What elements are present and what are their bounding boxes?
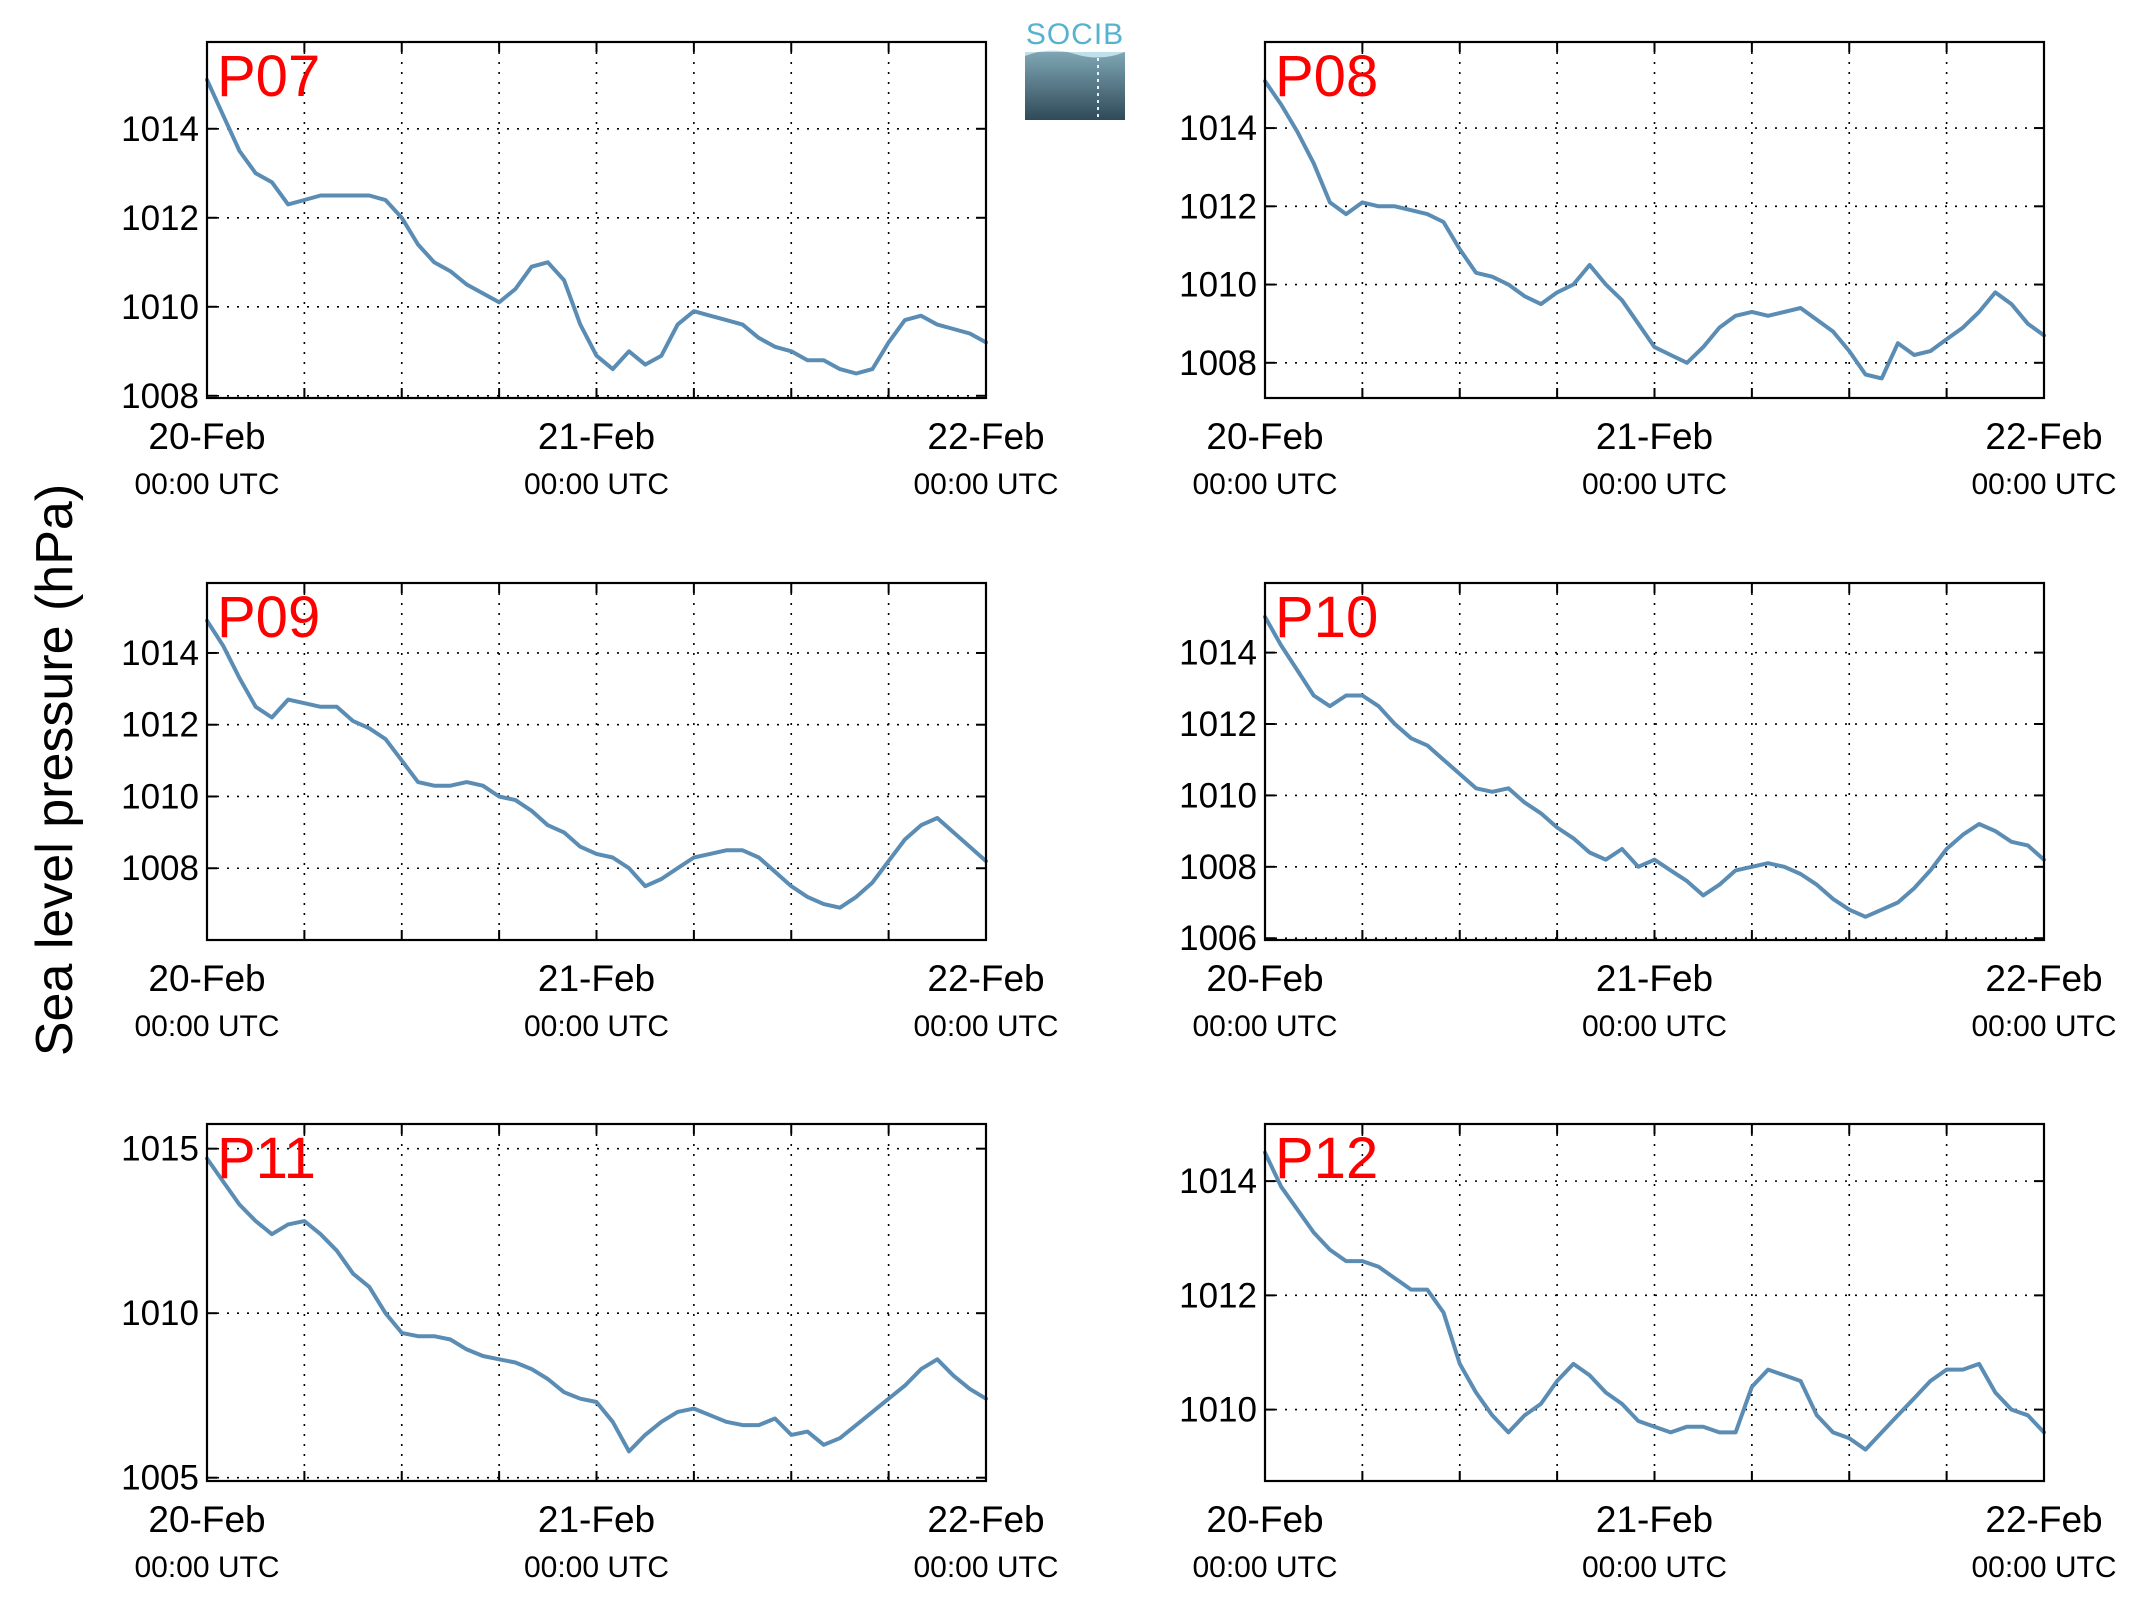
axes-frame	[205, 581, 988, 942]
panels: 1008 1010 1012 1014 20-Feb 00:00 UTC 21-Feb 00:…	[121, 40, 2117, 1584]
y-tick-label: 1014	[121, 634, 199, 673]
y-tick-label: 1014	[1179, 109, 1257, 148]
y-tick-label: 1008	[1179, 848, 1257, 887]
x-tick-date-label: 22-Feb	[1985, 958, 2102, 999]
axes-frame	[205, 1122, 988, 1483]
y-tick-label: 1010	[121, 288, 199, 327]
y-tick-label: 1015	[121, 1130, 199, 1169]
x-tick-date-label: 22-Feb	[927, 416, 1044, 457]
x-tick-date-label: 22-Feb	[927, 958, 1044, 999]
y-tick-label: 1008	[121, 377, 199, 416]
x-tick-time-label: 00:00 UTC	[524, 1551, 669, 1584]
x-tick-date-label: 22-Feb	[1985, 1499, 2102, 1540]
panel-p08: 1008 1010 1012 1014 20-Feb 00:00 UTC 21-Feb 00:…	[1179, 40, 2117, 501]
panel-p10: 1006 1008 1010 1012 1014 20-Feb 00:00 UTC 21-Fe…	[1179, 581, 2117, 1043]
x-tick-time-label: 00:00 UTC	[524, 468, 669, 501]
x-tick-date-label: 21-Feb	[538, 958, 655, 999]
panel-label: P10	[1275, 585, 1378, 650]
panel-label: P09	[217, 585, 320, 650]
x-tick-time-label: 00:00 UTC	[1582, 468, 1727, 501]
y-tick-label: 1012	[1179, 1276, 1257, 1315]
x-tick-time-label: 00:00 UTC	[134, 468, 279, 501]
axes-frame	[205, 40, 988, 400]
x-tick-time-label: 00:00 UTC	[1192, 1551, 1337, 1584]
panel-label: P08	[1275, 44, 1378, 109]
y-tick-label: 1010	[1179, 776, 1257, 815]
panel-p07: 1008 1010 1012 1014 20-Feb 00:00 UTC 21-Feb 00:…	[121, 40, 1059, 501]
y-tick-label: 1005	[121, 1459, 199, 1498]
y-tick-label: 1008	[1179, 344, 1257, 383]
x-tick-time-label: 00:00 UTC	[1971, 1010, 2116, 1043]
y-tick-label: 1010	[121, 777, 199, 816]
y-tick-label: 1014	[1179, 1162, 1257, 1201]
x-tick-time-label: 00:00 UTC	[1582, 1551, 1727, 1584]
pressure-series-line	[205, 618, 988, 910]
x-tick-date-label: 20-Feb	[148, 1499, 265, 1540]
x-tick-date-label: 21-Feb	[538, 1499, 655, 1540]
y-tick-label: 1006	[1179, 919, 1257, 958]
panel-label: P07	[217, 44, 320, 109]
axes-frame	[1263, 581, 2046, 942]
x-tick-date-label: 21-Feb	[1596, 1499, 1713, 1540]
axes-frame	[1263, 40, 2046, 400]
y-tick-label: 1014	[1179, 634, 1257, 673]
pressure-series-line	[205, 77, 988, 376]
x-tick-time-label: 00:00 UTC	[1192, 1010, 1337, 1043]
y-tick-label: 1008	[121, 849, 199, 888]
y-tick-label: 1010	[121, 1294, 199, 1333]
pressure-series-line	[1263, 614, 2046, 919]
x-tick-time-label: 00:00 UTC	[1971, 1551, 2116, 1584]
pressure-series-line	[1263, 1150, 2046, 1452]
y-axis-label: Sea level pressure (hPa)	[26, 484, 84, 1056]
panel-p11: 1005 1010 1015 20-Feb 00:00 UTC 21-Feb 00:00 U…	[121, 1122, 1059, 1584]
socib-logo: SOCIB	[1025, 18, 1125, 120]
y-tick-label: 1012	[121, 199, 199, 238]
x-tick-date-label: 20-Feb	[1206, 416, 1323, 457]
x-tick-time-label: 00:00 UTC	[913, 468, 1058, 501]
panel-label: P12	[1275, 1126, 1378, 1191]
panel-p09: 1008 1010 1012 1014 20-Feb 00:00 UTC 21-Feb 00:…	[121, 581, 1059, 1043]
panel-p12: 1010 1012 1014 20-Feb 00:00 UTC 21-Feb 00:00 U…	[1179, 1122, 2117, 1584]
panel-label: P11	[217, 1126, 316, 1191]
x-tick-date-label: 22-Feb	[1985, 416, 2102, 457]
x-tick-date-label: 21-Feb	[1596, 416, 1713, 457]
x-tick-date-label: 20-Feb	[1206, 958, 1323, 999]
x-tick-time-label: 00:00 UTC	[134, 1010, 279, 1043]
logo-text: SOCIB	[1025, 18, 1125, 51]
y-tick-label: 1012	[1179, 187, 1257, 226]
x-tick-date-label: 20-Feb	[148, 416, 265, 457]
x-tick-date-label: 22-Feb	[927, 1499, 1044, 1540]
y-tick-label: 1010	[1179, 1391, 1257, 1430]
axes-frame	[1263, 1122, 2046, 1483]
x-tick-time-label: 00:00 UTC	[913, 1010, 1058, 1043]
x-tick-time-label: 00:00 UTC	[134, 1551, 279, 1584]
x-tick-time-label: 00:00 UTC	[1582, 1010, 1727, 1043]
y-tick-label: 1010	[1179, 266, 1257, 305]
x-tick-time-label: 00:00 UTC	[524, 1010, 669, 1043]
x-tick-date-label: 21-Feb	[1596, 958, 1713, 999]
x-tick-time-label: 00:00 UTC	[1192, 468, 1337, 501]
x-tick-time-label: 00:00 UTC	[1971, 468, 2116, 501]
x-tick-time-label: 00:00 UTC	[913, 1551, 1058, 1584]
y-tick-label: 1014	[121, 110, 199, 149]
y-tick-label: 1012	[1179, 705, 1257, 744]
logo-graphic	[1025, 50, 1125, 120]
x-tick-date-label: 20-Feb	[148, 958, 265, 999]
x-tick-date-label: 20-Feb	[1206, 1499, 1323, 1540]
x-tick-date-label: 21-Feb	[538, 416, 655, 457]
y-tick-label: 1012	[121, 706, 199, 745]
pressure-series-line	[1263, 79, 2046, 381]
pressure-series-line	[205, 1156, 988, 1454]
